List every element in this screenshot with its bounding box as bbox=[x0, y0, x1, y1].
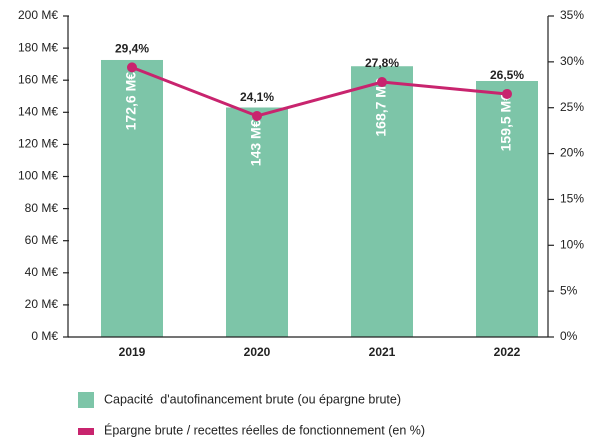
bar bbox=[101, 59, 163, 338]
legend-swatch bbox=[78, 392, 94, 408]
x-tick-label: 2022 bbox=[494, 345, 521, 359]
line-value-label: 29,4% bbox=[115, 42, 149, 56]
y2-tick-label: 15% bbox=[560, 192, 584, 206]
y2-tick-label: 25% bbox=[560, 100, 584, 114]
bar bbox=[226, 107, 288, 337]
x-tick-label: 2019 bbox=[119, 345, 146, 359]
y-tick-label: 120 M€ bbox=[18, 137, 58, 151]
y2-tick-label: 20% bbox=[560, 146, 584, 160]
line-value-label: 27,8% bbox=[365, 56, 399, 70]
line-value-label: 24,1% bbox=[240, 90, 274, 104]
bar bbox=[351, 66, 413, 337]
y-tick-label: 20 M€ bbox=[25, 297, 59, 311]
bar-value-label: 172,6 M€ bbox=[123, 72, 139, 131]
y-tick-label: 60 M€ bbox=[25, 233, 59, 247]
bar-value-label: 159,5 M€ bbox=[498, 93, 514, 152]
legend-label: Épargne brute / recettes réelles de fonc… bbox=[104, 422, 425, 437]
y2-tick-label: 5% bbox=[560, 283, 578, 297]
y2-tick-label: 0% bbox=[560, 329, 578, 343]
line-point bbox=[127, 62, 137, 73]
y2-tick-label: 30% bbox=[560, 54, 584, 68]
bar bbox=[476, 81, 538, 337]
bar-value-label: 168,7 M€ bbox=[373, 78, 389, 137]
x-tick-label: 2021 bbox=[369, 345, 396, 359]
y-tick-label: 100 M€ bbox=[18, 169, 58, 183]
x-tick-label: 2020 bbox=[244, 345, 271, 359]
y2-tick-label: 10% bbox=[560, 237, 584, 251]
y2-tick-label: 35% bbox=[560, 8, 584, 22]
line-value-label: 26,5% bbox=[490, 68, 524, 82]
y-tick-label: 180 M€ bbox=[18, 40, 58, 54]
y-tick-label: 80 M€ bbox=[25, 201, 59, 215]
y-tick-label: 160 M€ bbox=[18, 72, 58, 86]
line-point bbox=[377, 77, 387, 88]
line-point bbox=[252, 110, 262, 121]
y-tick-label: 140 M€ bbox=[18, 104, 58, 118]
y-tick-label: 40 M€ bbox=[25, 265, 59, 279]
y-tick-label: 200 M€ bbox=[18, 8, 58, 22]
y-tick-label: 0 M€ bbox=[31, 329, 58, 343]
line-point bbox=[502, 88, 512, 99]
legend-label: Capacité d'autofinancement brute (ou épa… bbox=[104, 392, 401, 406]
line bbox=[131, 65, 508, 118]
bar-value-label: 143 M€ bbox=[248, 119, 264, 166]
legend-swatch bbox=[78, 428, 94, 435]
